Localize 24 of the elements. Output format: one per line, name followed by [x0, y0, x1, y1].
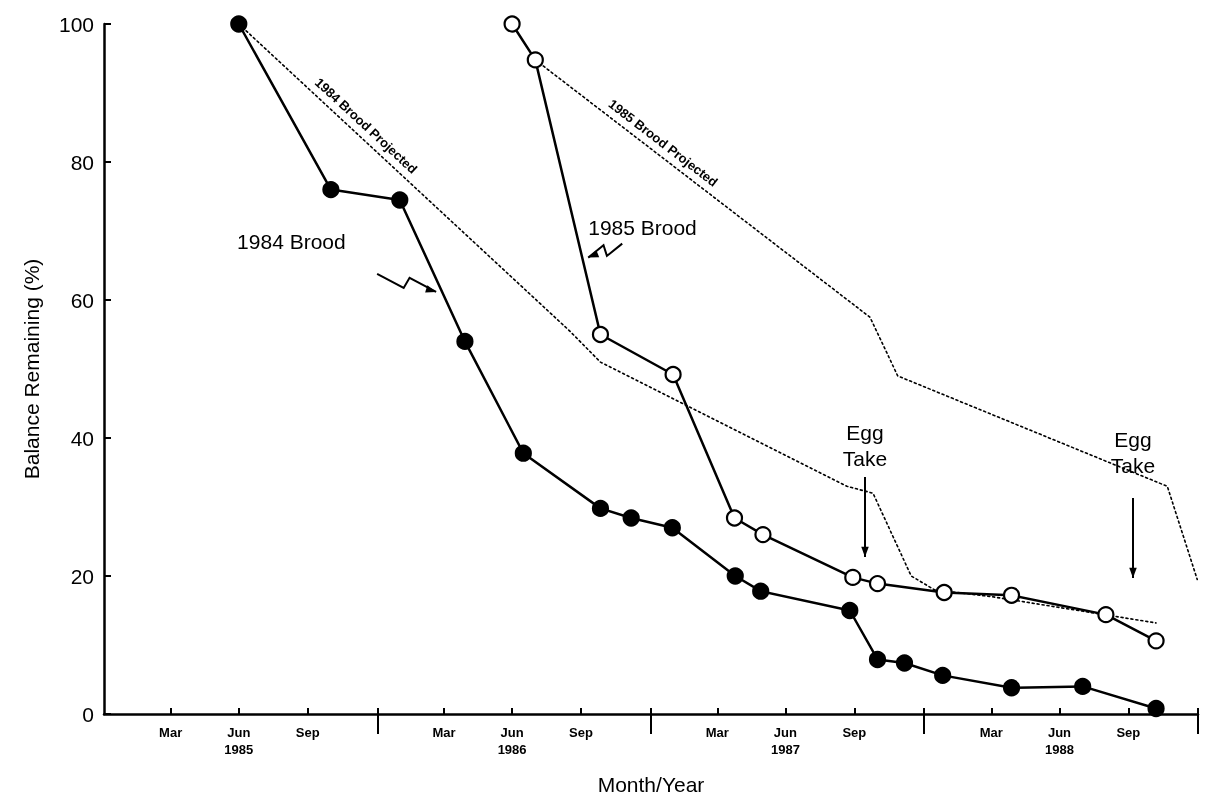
y-tick-label: 40 — [70, 426, 94, 450]
x-tick-label: Jun 1987 — [770, 725, 800, 757]
series-label: 1985 Brood — [588, 216, 697, 240]
annotation: Egg Take — [1110, 427, 1156, 477]
series-label: 1984 Brood — [237, 230, 346, 254]
x-tick-label: Mar — [432, 725, 456, 740]
x-tick-label: Sep — [569, 725, 593, 740]
y-tick-label: 20 — [70, 564, 94, 588]
x-axis-title: Month/Year — [597, 773, 705, 796]
y-tick-label: 80 — [70, 150, 94, 174]
x-tick-label: Mar — [979, 725, 1003, 740]
x-tick-label: Sep — [842, 725, 867, 740]
x-tick-label: Sep — [295, 725, 320, 740]
x-tick-label: Mar — [159, 725, 183, 740]
y-tick-label: 100 — [58, 12, 94, 36]
x-tick-label: Jun 1985 — [224, 725, 254, 757]
x-tick-label: Jun 1988 — [1045, 725, 1074, 757]
annotation: Egg Take — [842, 420, 888, 470]
y-axis-title: Balance Remaining (%) — [20, 258, 43, 480]
x-tick-label: Jun 1986 — [497, 725, 527, 757]
x-tick-label: Mar — [705, 725, 729, 740]
x-tick-label: Sep — [1116, 725, 1141, 740]
y-tick-label: 0 — [82, 702, 94, 726]
y-tick-label: 60 — [70, 288, 94, 312]
